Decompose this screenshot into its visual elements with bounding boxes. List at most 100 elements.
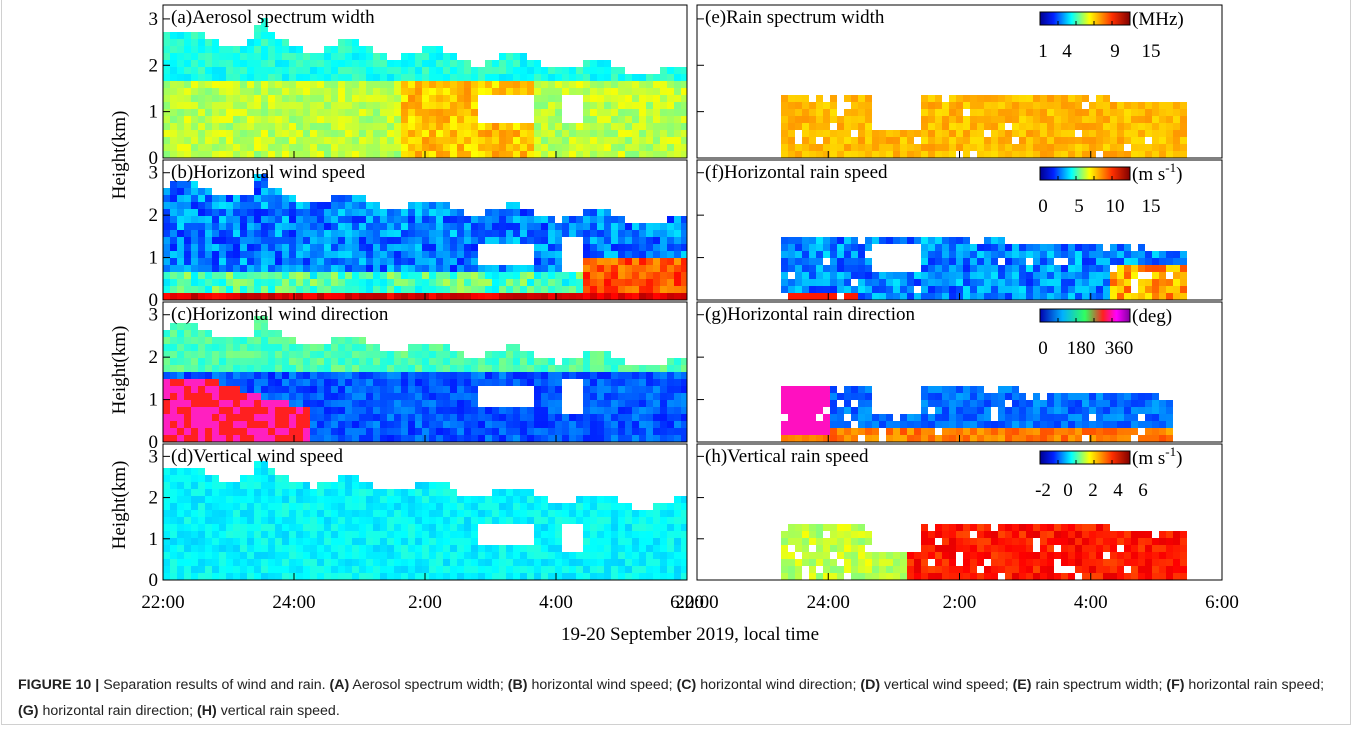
heat-cell <box>212 244 219 251</box>
heat-cell <box>450 286 457 293</box>
heat-cell <box>597 130 604 137</box>
heat-cell <box>268 421 275 428</box>
heat-cell <box>998 286 1005 293</box>
heat-cell <box>408 230 415 237</box>
heat-cell <box>1054 251 1061 258</box>
heat-cell <box>569 421 576 428</box>
heat-cell <box>233 545 240 552</box>
heat-cell <box>366 293 373 300</box>
heat-cell <box>282 209 289 216</box>
heat-cell <box>219 102 226 109</box>
heat-cell <box>569 130 576 137</box>
heat-cell <box>625 223 632 230</box>
heat-cell <box>576 223 583 230</box>
heat-cell <box>443 393 450 400</box>
heat-cell <box>352 428 359 435</box>
heat-cell <box>984 258 991 265</box>
heat-cell <box>324 258 331 265</box>
heat-cell <box>625 237 632 244</box>
heat-cell <box>296 123 303 130</box>
heat-cell <box>548 244 555 251</box>
heat-cell <box>401 538 408 545</box>
heat-cell <box>844 279 851 286</box>
heat-cell <box>170 573 177 580</box>
heat-cell <box>569 230 576 237</box>
heat-cell <box>338 337 345 344</box>
heat-cell <box>653 559 660 566</box>
heat-cell <box>268 265 275 272</box>
heat-cell <box>310 517 317 524</box>
heat-cell <box>632 265 639 272</box>
heat-cell <box>331 109 338 116</box>
heat-cell <box>429 74 436 81</box>
heat-cell <box>802 393 809 400</box>
heat-cell <box>247 67 254 74</box>
heat-cell <box>191 46 198 53</box>
heat-cell <box>788 123 795 130</box>
heat-cell <box>205 209 212 216</box>
heat-cell <box>373 230 380 237</box>
heat-cell <box>331 195 338 202</box>
heat-cell <box>324 251 331 258</box>
heat-cell <box>991 258 998 265</box>
heat-cell <box>296 372 303 379</box>
heat-cell <box>422 524 429 531</box>
heat-cell <box>788 102 795 109</box>
heat-cell <box>163 95 170 102</box>
heat-cell <box>401 258 408 265</box>
heat-cell <box>569 559 576 566</box>
heat-cell <box>534 386 541 393</box>
heat-cell <box>303 407 310 414</box>
heat-cell <box>247 372 254 379</box>
heat-cell <box>303 88 310 95</box>
heat-cell <box>872 279 879 286</box>
heat-cell <box>485 237 492 244</box>
heat-cell <box>394 95 401 102</box>
heat-cell <box>681 358 687 365</box>
heat-cell <box>478 559 485 566</box>
heat-cell <box>991 279 998 286</box>
heat-cell <box>233 53 240 60</box>
heat-cell <box>247 81 254 88</box>
heat-cell <box>282 372 289 379</box>
heat-cell <box>415 237 422 244</box>
heat-cell <box>436 137 443 144</box>
heat-cell <box>984 251 991 258</box>
heat-cell <box>380 151 387 158</box>
heat-cell <box>317 344 324 351</box>
heat-cell <box>991 130 998 137</box>
heat-cell <box>373 365 380 372</box>
heat-cell <box>597 137 604 144</box>
heat-cell <box>184 265 191 272</box>
heat-cell <box>184 244 191 251</box>
heat-cell <box>415 230 422 237</box>
heat-cell <box>1068 102 1075 109</box>
heat-cell <box>191 407 198 414</box>
heat-cell <box>436 258 443 265</box>
heat-cell <box>394 60 401 67</box>
heat-cell <box>282 566 289 573</box>
heat-cell <box>184 379 191 386</box>
heat-cell <box>886 272 893 279</box>
heat-cell <box>359 209 366 216</box>
heat-cell <box>212 67 219 74</box>
heat-cell <box>289 421 296 428</box>
heat-cell <box>296 130 303 137</box>
heat-cell <box>1152 102 1159 109</box>
heat-cell <box>837 151 844 158</box>
heat-cell <box>170 428 177 435</box>
heat-cell <box>275 272 282 279</box>
heat-cell <box>625 123 632 130</box>
heat-cell <box>275 109 282 116</box>
heat-cell <box>450 552 457 559</box>
heat-cell <box>205 421 212 428</box>
heat-cell <box>541 435 548 442</box>
heat-cell <box>310 60 317 67</box>
heat-cell <box>478 428 485 435</box>
heat-cell <box>429 60 436 67</box>
heat-cell <box>415 88 422 95</box>
heat-cell <box>681 400 687 407</box>
heat-cell <box>667 400 674 407</box>
heat-cell <box>478 130 485 137</box>
heat-cell <box>345 573 352 580</box>
